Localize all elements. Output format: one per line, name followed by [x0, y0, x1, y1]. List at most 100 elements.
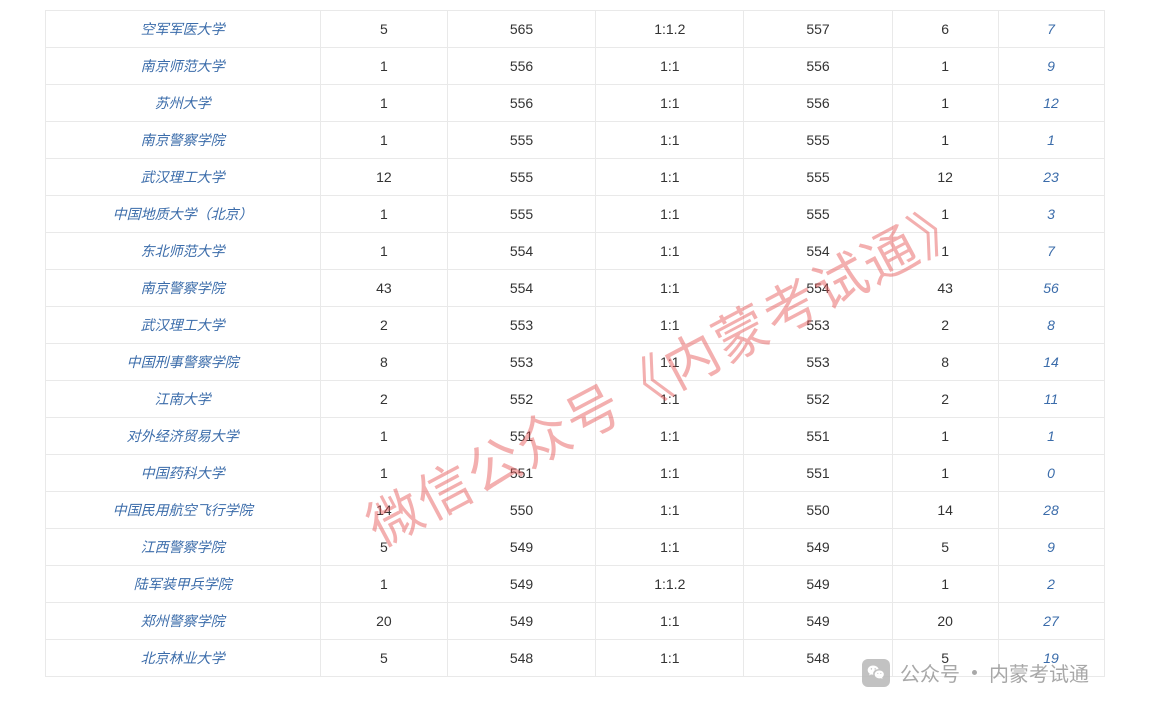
data-cell-highlight: 19 — [998, 640, 1104, 677]
data-cell-highlight: 3 — [998, 196, 1104, 233]
data-cell: 552 — [447, 381, 595, 418]
university-link[interactable]: 对外经济贸易大学 — [127, 428, 239, 444]
data-cell: 551 — [447, 418, 595, 455]
university-link[interactable]: 江南大学 — [155, 391, 211, 407]
data-cell: 549 — [744, 529, 892, 566]
data-cell: 549 — [744, 566, 892, 603]
data-cell: 43 — [320, 270, 447, 307]
table-row: 北京林业大学55481:1548519 — [45, 640, 1104, 677]
data-cell: 1 — [892, 48, 998, 85]
data-cell: 20 — [320, 603, 447, 640]
data-cell: 1 — [320, 566, 447, 603]
data-cell-highlight: 9 — [998, 48, 1104, 85]
data-cell: 549 — [447, 603, 595, 640]
university-link[interactable]: 中国药科大学 — [141, 465, 225, 481]
university-link[interactable]: 江西警察学院 — [141, 539, 225, 555]
data-cell: 551 — [744, 455, 892, 492]
data-cell: 5 — [892, 529, 998, 566]
data-cell-highlight: 9 — [998, 529, 1104, 566]
table-row: 苏州大学15561:1556112 — [45, 85, 1104, 122]
data-cell-highlight: 12 — [998, 85, 1104, 122]
data-cell: 555 — [744, 122, 892, 159]
university-name-cell: 中国地质大学（北京） — [45, 196, 320, 233]
data-cell: 2 — [320, 381, 447, 418]
data-cell: 553 — [447, 344, 595, 381]
university-name-cell: 南京警察学院 — [45, 270, 320, 307]
university-link[interactable]: 陆军装甲兵学院 — [134, 576, 232, 592]
data-cell: 549 — [447, 529, 595, 566]
data-cell-highlight: 28 — [998, 492, 1104, 529]
data-cell: 1 — [320, 85, 447, 122]
university-name-cell: 江南大学 — [45, 381, 320, 418]
data-cell-highlight: 56 — [998, 270, 1104, 307]
data-cell: 548 — [744, 640, 892, 677]
university-link[interactable]: 南京师范大学 — [141, 58, 225, 74]
data-cell: 1 — [320, 233, 447, 270]
data-cell: 8 — [892, 344, 998, 381]
table-row: 对外经济贸易大学15511:155111 — [45, 418, 1104, 455]
data-cell: 551 — [744, 418, 892, 455]
data-cell-highlight: 1 — [998, 122, 1104, 159]
data-cell: 1:1 — [596, 48, 744, 85]
university-link[interactable]: 空军军医大学 — [141, 21, 225, 37]
data-cell: 554 — [447, 233, 595, 270]
data-cell: 1:1.2 — [596, 566, 744, 603]
university-link[interactable]: 中国民用航空飞行学院 — [113, 502, 253, 518]
data-cell: 43 — [892, 270, 998, 307]
data-cell: 555 — [447, 196, 595, 233]
university-link[interactable]: 东北师范大学 — [141, 243, 225, 259]
data-cell-highlight: 8 — [998, 307, 1104, 344]
data-cell: 1 — [320, 122, 447, 159]
university-name-cell: 武汉理工大学 — [45, 307, 320, 344]
data-cell: 1:1.2 — [596, 11, 744, 48]
data-cell: 556 — [744, 85, 892, 122]
table-row: 南京师范大学15561:155619 — [45, 48, 1104, 85]
university-name-cell: 南京师范大学 — [45, 48, 320, 85]
data-cell: 1:1 — [596, 270, 744, 307]
university-link[interactable]: 苏州大学 — [155, 95, 211, 111]
data-table: 空军军医大学55651:1.255767南京师范大学15561:155619苏州… — [45, 10, 1105, 677]
university-link[interactable]: 南京警察学院 — [141, 280, 225, 296]
data-cell: 1 — [320, 48, 447, 85]
data-cell: 2 — [892, 307, 998, 344]
data-cell: 1:1 — [596, 307, 744, 344]
university-name-cell: 空军军医大学 — [45, 11, 320, 48]
data-cell: 554 — [447, 270, 595, 307]
data-cell: 1:1 — [596, 603, 744, 640]
data-cell: 1:1 — [596, 640, 744, 677]
table-row: 中国民用航空飞行学院145501:15501428 — [45, 492, 1104, 529]
university-link[interactable]: 郑州警察学院 — [141, 613, 225, 629]
data-cell: 553 — [744, 344, 892, 381]
data-cell: 1:1 — [596, 492, 744, 529]
data-cell: 20 — [892, 603, 998, 640]
data-cell: 1:1 — [596, 196, 744, 233]
data-cell-highlight: 23 — [998, 159, 1104, 196]
university-name-cell: 苏州大学 — [45, 85, 320, 122]
university-link[interactable]: 武汉理工大学 — [141, 169, 225, 185]
data-cell: 14 — [892, 492, 998, 529]
data-cell: 1 — [892, 566, 998, 603]
university-link[interactable]: 中国刑事警察学院 — [127, 354, 239, 370]
data-cell: 1 — [892, 233, 998, 270]
university-name-cell: 中国药科大学 — [45, 455, 320, 492]
data-cell: 557 — [744, 11, 892, 48]
data-cell: 556 — [744, 48, 892, 85]
data-cell-highlight: 14 — [998, 344, 1104, 381]
table-row: 陆军装甲兵学院15491:1.254912 — [45, 566, 1104, 603]
university-link[interactable]: 北京林业大学 — [141, 650, 225, 666]
university-link[interactable]: 中国地质大学（北京） — [113, 206, 253, 222]
data-cell: 6 — [892, 11, 998, 48]
table-row: 中国刑事警察学院85531:1553814 — [45, 344, 1104, 381]
data-cell-highlight: 2 — [998, 566, 1104, 603]
data-cell: 555 — [744, 196, 892, 233]
data-cell: 5 — [320, 529, 447, 566]
data-cell-highlight: 1 — [998, 418, 1104, 455]
data-cell: 550 — [744, 492, 892, 529]
table-row: 南京警察学院435541:15544356 — [45, 270, 1104, 307]
data-cell-highlight: 11 — [998, 381, 1104, 418]
table-row: 江西警察学院55491:154959 — [45, 529, 1104, 566]
table-row: 武汉理工大学125551:15551223 — [45, 159, 1104, 196]
university-name-cell: 南京警察学院 — [45, 122, 320, 159]
university-link[interactable]: 武汉理工大学 — [141, 317, 225, 333]
university-link[interactable]: 南京警察学院 — [141, 132, 225, 148]
